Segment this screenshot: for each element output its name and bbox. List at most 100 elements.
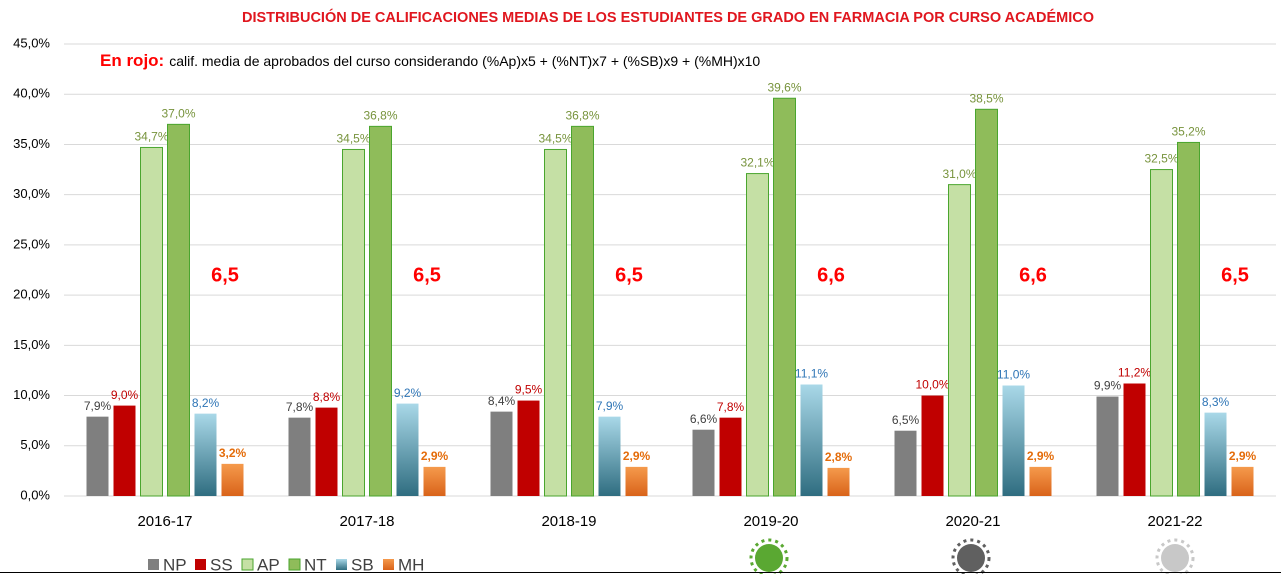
bar <box>1029 466 1052 496</box>
data-label: 7,8% <box>286 400 314 414</box>
y-tick-label: 40,0% <box>13 86 50 101</box>
group-annotation: 6,5 <box>615 264 643 286</box>
y-tick-label: 20,0% <box>13 287 50 302</box>
x-tick-label: 2016-17 <box>137 513 192 530</box>
data-label: 11,2% <box>1118 366 1151 380</box>
data-label: 3,2% <box>219 446 247 460</box>
bar <box>1096 396 1119 496</box>
data-label: 38,5% <box>969 91 1003 105</box>
y-tick-label: 15,0% <box>13 337 50 352</box>
data-label: 39,6% <box>767 80 801 94</box>
bar <box>1150 169 1173 497</box>
x-tick-label: 2020-21 <box>945 513 1000 530</box>
bar <box>800 384 823 496</box>
x-tick-label: 2018-19 <box>541 513 596 530</box>
data-label: 11,1% <box>795 367 828 381</box>
legend-swatch <box>288 558 301 571</box>
legend-label: NP <box>163 555 187 574</box>
bar <box>288 417 311 496</box>
bar <box>975 108 998 497</box>
group-annotation: 6,6 <box>817 264 845 286</box>
bar <box>719 417 742 496</box>
y-tick-label: 0,0% <box>20 487 50 502</box>
bar <box>221 463 244 496</box>
y-tick-label: 45,0% <box>13 35 50 50</box>
bar <box>194 413 217 496</box>
data-label: 2,9% <box>421 449 449 463</box>
bar <box>827 467 850 496</box>
bar <box>342 148 365 497</box>
data-label: 32,1% <box>740 156 774 170</box>
legend-swatch <box>195 559 206 570</box>
data-label: 34,5% <box>538 132 572 146</box>
bar <box>140 146 163 497</box>
legend-swatch <box>336 559 347 570</box>
bar <box>113 405 136 496</box>
group-annotation: 6,5 <box>211 264 239 286</box>
bar <box>315 407 338 496</box>
x-tick-label: 2019-20 <box>743 513 798 530</box>
data-label: 8,8% <box>313 390 341 404</box>
group-annotation: 6,5 <box>1221 264 1249 286</box>
bar <box>571 125 594 497</box>
data-label: 7,9% <box>84 399 112 413</box>
legend-label: MH <box>398 555 424 574</box>
annotation-text: calif. media de aprobados del curso cons… <box>169 53 760 69</box>
legend-label: AP <box>257 555 280 574</box>
bar <box>1204 412 1227 496</box>
data-label: 37,0% <box>161 107 195 121</box>
bar <box>598 416 621 496</box>
data-label: 7,8% <box>717 400 745 414</box>
bar <box>894 430 917 496</box>
data-label: 34,7% <box>134 130 168 144</box>
data-label: 9,9% <box>1094 379 1122 393</box>
data-label: 6,5% <box>892 413 920 427</box>
virus-icons <box>749 538 1195 574</box>
bar <box>773 97 796 497</box>
data-label: 2,9% <box>1229 449 1257 463</box>
bar <box>167 123 190 497</box>
data-label: 11,0% <box>997 368 1030 382</box>
data-label: 36,8% <box>565 109 599 123</box>
legend-swatch <box>383 559 394 570</box>
bar <box>1002 385 1025 496</box>
bar <box>948 184 971 497</box>
y-tick-label: 10,0% <box>13 387 50 402</box>
data-label: 35,2% <box>1171 125 1205 139</box>
bar <box>544 148 567 497</box>
annotation: En rojo: calif. media de aprobados del cu… <box>100 51 760 70</box>
data-label: 34,5% <box>336 132 370 146</box>
x-tick-label: 2017-18 <box>339 513 394 530</box>
data-label: 2,9% <box>623 449 651 463</box>
data-label: 36,8% <box>363 109 397 123</box>
data-label: 6,6% <box>690 412 718 426</box>
virus-icon <box>749 538 789 574</box>
data-label: 2,9% <box>1027 449 1055 463</box>
data-label: 9,2% <box>394 386 422 400</box>
group-annotation: 6,5 <box>413 264 441 286</box>
y-tick-label: 35,0% <box>13 136 50 151</box>
bar <box>1231 466 1254 496</box>
chart-title: DISTRIBUCIÓN DE CALIFICACIONES MEDIAS DE… <box>242 8 1094 26</box>
legend-label: SB <box>351 555 374 574</box>
data-label: 7,9% <box>596 399 624 413</box>
bar <box>1177 141 1200 497</box>
bar <box>746 173 769 497</box>
bar <box>517 400 540 496</box>
data-label: 8,4% <box>488 394 516 408</box>
legend-swatch <box>148 559 159 570</box>
annotation-label: En rojo: <box>100 51 164 70</box>
bar <box>86 416 109 496</box>
bar <box>625 466 648 496</box>
virus-icon <box>951 538 991 574</box>
data-label: 8,3% <box>1202 395 1230 409</box>
data-label: 9,5% <box>515 383 543 397</box>
y-tick-label: 25,0% <box>13 236 50 251</box>
bar <box>921 395 944 496</box>
group-annotation: 6,6 <box>1019 264 1047 286</box>
data-label: 10,0% <box>915 378 949 392</box>
y-tick-label: 30,0% <box>13 186 50 201</box>
data-label: 32,5% <box>1144 152 1178 166</box>
legend-label: SS <box>210 555 233 574</box>
